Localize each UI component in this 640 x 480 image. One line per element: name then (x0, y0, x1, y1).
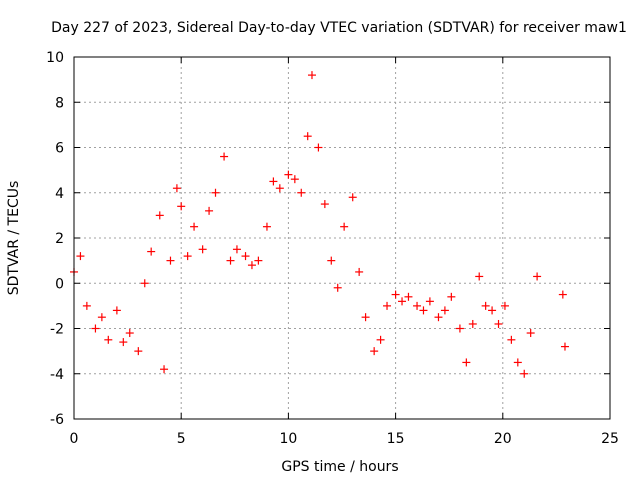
y-tick-label: 2 (55, 231, 64, 247)
data-point (290, 175, 299, 184)
data-point (172, 184, 181, 193)
y-tick-label: -4 (50, 367, 64, 383)
y-tick-label: 0 (55, 276, 64, 292)
data-point (348, 193, 357, 202)
data-point (226, 256, 235, 265)
x-tick-label: 10 (279, 431, 297, 447)
data-point (241, 252, 250, 261)
data-point (254, 256, 263, 265)
plot-frame (73, 56, 611, 420)
y-tick-label: 6 (55, 141, 64, 157)
data-point (425, 297, 434, 306)
x-tick-label: 25 (601, 431, 619, 447)
y-tick-label: -6 (50, 412, 64, 428)
data-point (560, 342, 569, 351)
data-point (140, 279, 149, 288)
data-point (413, 301, 422, 310)
y-axis-label: SDTVAR / TECUs (6, 181, 22, 296)
data-point (355, 267, 364, 276)
x-tick-label: 5 (177, 431, 186, 447)
data-point (314, 143, 323, 152)
data-point (513, 358, 522, 367)
data-point (220, 152, 229, 161)
data-point (327, 256, 336, 265)
data-point (177, 202, 186, 211)
data-point (76, 252, 85, 261)
data-point (404, 292, 413, 301)
data-point (370, 347, 379, 356)
data-point (307, 71, 316, 80)
data-points (70, 71, 569, 378)
data-point (481, 301, 490, 310)
data-point (462, 358, 471, 367)
y-tick-label: 4 (55, 186, 64, 202)
data-point (205, 206, 214, 215)
x-tick-label: 15 (387, 431, 405, 447)
data-point (147, 247, 156, 256)
data-point (119, 338, 128, 347)
data-point (520, 369, 529, 378)
grid-lines (74, 57, 610, 419)
data-point (468, 319, 477, 328)
data-point (125, 329, 134, 338)
data-point (91, 324, 100, 333)
axis-ticks: 0 5 10 15 20 25 -6 -4 -2 0 2 4 6 8 10 (46, 50, 619, 447)
data-point (183, 252, 192, 261)
data-point (211, 188, 220, 197)
data-point (155, 211, 164, 220)
data-point (160, 365, 169, 374)
data-point (269, 177, 278, 186)
data-point (488, 306, 497, 315)
data-point (247, 261, 256, 270)
data-point (526, 329, 535, 338)
data-point (440, 306, 449, 315)
data-point (232, 245, 241, 254)
data-point (558, 290, 567, 299)
data-point (494, 319, 503, 328)
data-point (262, 222, 271, 231)
chart-title: Day 227 of 2023, Sidereal Day-to-day VTE… (51, 20, 627, 36)
x-axis-label: GPS time / hours (281, 459, 398, 475)
x-tick-label: 0 (70, 431, 79, 447)
data-point (198, 245, 207, 254)
data-point (391, 290, 400, 299)
y-tick-label: -2 (50, 322, 64, 338)
data-point (112, 306, 121, 315)
data-point (455, 324, 464, 333)
data-point (190, 222, 199, 231)
data-point (419, 306, 428, 315)
data-point (340, 222, 349, 231)
data-point (398, 297, 407, 306)
data-point (297, 188, 306, 197)
data-point (320, 200, 329, 209)
data-point (361, 313, 370, 322)
x-tick-label: 20 (494, 431, 512, 447)
data-point (104, 335, 113, 344)
data-point (507, 335, 516, 344)
y-tick-label: 10 (46, 50, 64, 66)
data-point (275, 184, 284, 193)
data-point (533, 272, 542, 281)
data-point (97, 313, 106, 322)
data-point (166, 256, 175, 265)
data-point (500, 301, 509, 310)
data-point (303, 132, 312, 141)
data-point (333, 283, 342, 292)
data-point (475, 272, 484, 281)
data-point (376, 335, 385, 344)
data-point (82, 301, 91, 310)
data-point (134, 347, 143, 356)
y-tick-label: 8 (55, 95, 64, 111)
data-point (434, 313, 443, 322)
data-point (383, 301, 392, 310)
data-point (284, 170, 293, 179)
data-point (447, 292, 456, 301)
